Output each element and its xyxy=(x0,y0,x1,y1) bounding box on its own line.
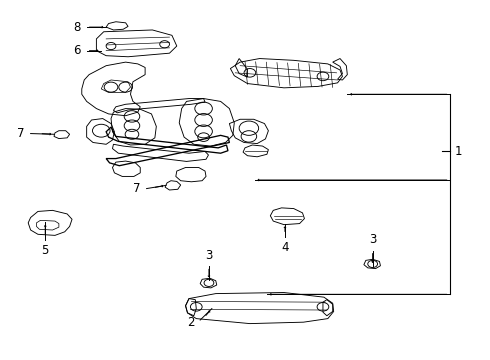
Text: 8: 8 xyxy=(73,21,80,33)
Text: 3: 3 xyxy=(205,249,213,262)
Text: 4: 4 xyxy=(281,242,289,255)
Text: 6: 6 xyxy=(73,44,80,57)
Text: 3: 3 xyxy=(369,233,376,246)
Text: 2: 2 xyxy=(187,316,195,329)
Text: 1: 1 xyxy=(455,145,462,158)
Text: 7: 7 xyxy=(133,182,141,195)
Text: 5: 5 xyxy=(42,244,49,257)
Text: 7: 7 xyxy=(17,127,25,140)
